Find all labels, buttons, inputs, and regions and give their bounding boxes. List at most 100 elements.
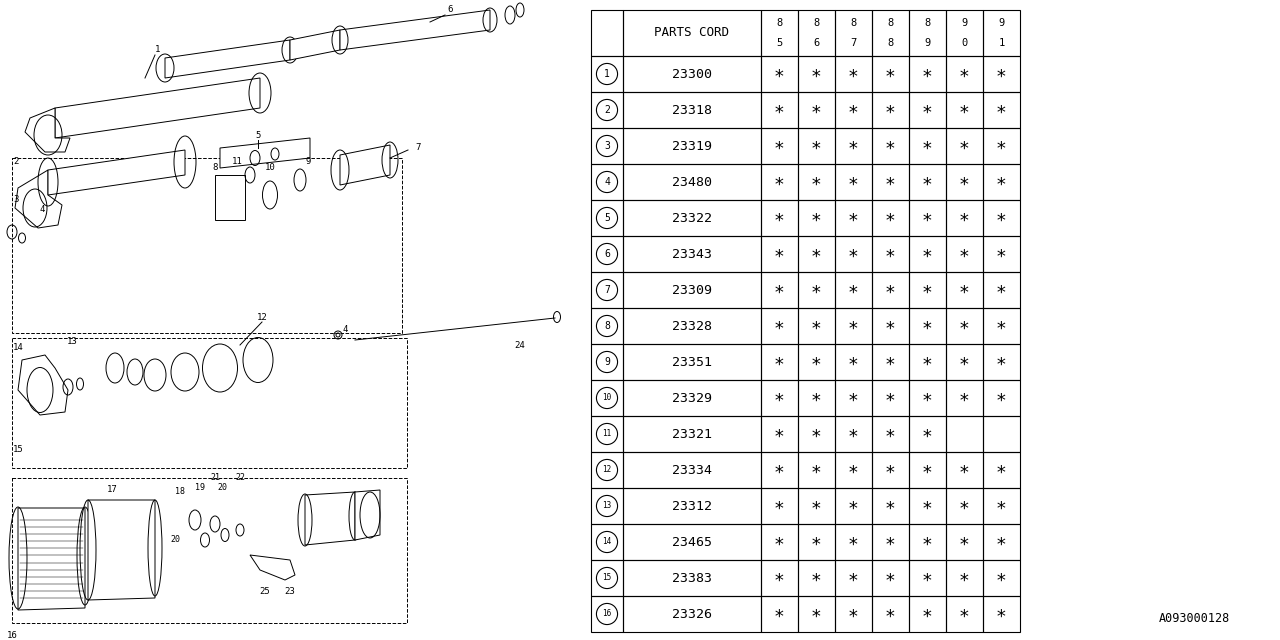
- Text: 4: 4: [342, 326, 348, 335]
- Text: ∗: ∗: [996, 569, 1007, 587]
- Text: ∗: ∗: [812, 281, 822, 299]
- Bar: [762, 128, 797, 164]
- Bar: [946, 560, 983, 596]
- Bar: [835, 128, 872, 164]
- Text: 8: 8: [604, 321, 611, 331]
- Text: 4: 4: [40, 205, 45, 214]
- Text: ∗: ∗: [812, 101, 822, 119]
- Text: ∗: ∗: [774, 497, 785, 515]
- Bar: [591, 596, 623, 632]
- Text: ∗: ∗: [849, 353, 859, 371]
- Text: 23465: 23465: [672, 536, 712, 548]
- Text: ∗: ∗: [849, 533, 859, 551]
- Text: ∗: ∗: [812, 65, 822, 83]
- Text: 18: 18: [175, 488, 186, 497]
- Bar: [623, 596, 762, 632]
- Bar: [623, 344, 762, 380]
- Text: 23383: 23383: [672, 572, 712, 584]
- Text: ∗: ∗: [922, 317, 933, 335]
- Text: 22: 22: [236, 474, 244, 483]
- Bar: [909, 488, 946, 524]
- Bar: [12, 338, 407, 468]
- Text: 8: 8: [887, 18, 893, 28]
- Bar: [872, 164, 909, 200]
- Bar: [909, 308, 946, 344]
- Bar: [623, 92, 762, 128]
- Polygon shape: [355, 490, 380, 540]
- Polygon shape: [26, 108, 70, 152]
- Text: ∗: ∗: [812, 533, 822, 551]
- Text: ∗: ∗: [849, 65, 859, 83]
- Bar: [215, 175, 244, 220]
- Text: 16: 16: [603, 609, 612, 618]
- Bar: [591, 10, 623, 56]
- Bar: [762, 56, 797, 92]
- Text: ∗: ∗: [996, 317, 1007, 335]
- Text: ∗: ∗: [849, 461, 859, 479]
- Bar: [797, 200, 835, 236]
- Text: 11: 11: [603, 429, 612, 438]
- Bar: [983, 452, 1020, 488]
- Bar: [591, 92, 623, 128]
- Bar: [983, 272, 1020, 308]
- Bar: [872, 10, 909, 56]
- Text: ∗: ∗: [849, 173, 859, 191]
- Text: 7: 7: [415, 143, 421, 152]
- Bar: [983, 308, 1020, 344]
- Text: 2: 2: [604, 105, 611, 115]
- Text: ∗: ∗: [922, 101, 933, 119]
- Bar: [762, 10, 797, 56]
- Bar: [983, 128, 1020, 164]
- Text: ∗: ∗: [884, 173, 896, 191]
- Text: ∗: ∗: [849, 209, 859, 227]
- Bar: [797, 416, 835, 452]
- Text: ∗: ∗: [774, 461, 785, 479]
- Bar: [797, 236, 835, 272]
- Text: ∗: ∗: [922, 389, 933, 407]
- Bar: [762, 344, 797, 380]
- Text: 23334: 23334: [672, 463, 712, 477]
- Text: ∗: ∗: [959, 137, 970, 155]
- Text: 7: 7: [604, 285, 611, 295]
- Text: 8: 8: [777, 18, 782, 28]
- Text: ∗: ∗: [774, 353, 785, 371]
- Bar: [623, 272, 762, 308]
- Bar: [591, 128, 623, 164]
- Text: PARTS CORD: PARTS CORD: [654, 26, 730, 40]
- Text: 21: 21: [210, 474, 220, 483]
- Bar: [835, 164, 872, 200]
- Text: ∗: ∗: [996, 137, 1007, 155]
- Bar: [983, 56, 1020, 92]
- Bar: [797, 596, 835, 632]
- Text: ∗: ∗: [812, 605, 822, 623]
- Text: 9: 9: [924, 38, 931, 48]
- Text: ∗: ∗: [884, 65, 896, 83]
- Text: ∗: ∗: [996, 389, 1007, 407]
- Text: ∗: ∗: [922, 425, 933, 443]
- Bar: [983, 236, 1020, 272]
- Polygon shape: [15, 170, 61, 228]
- Text: 3: 3: [604, 141, 611, 151]
- Text: ∗: ∗: [774, 137, 785, 155]
- Text: 8: 8: [813, 18, 819, 28]
- Bar: [909, 272, 946, 308]
- Bar: [591, 308, 623, 344]
- Bar: [835, 200, 872, 236]
- Bar: [835, 380, 872, 416]
- Text: ∗: ∗: [774, 101, 785, 119]
- Bar: [872, 236, 909, 272]
- Bar: [983, 488, 1020, 524]
- Text: ∗: ∗: [996, 605, 1007, 623]
- Text: ∗: ∗: [884, 317, 896, 335]
- Bar: [591, 560, 623, 596]
- Text: ∗: ∗: [996, 173, 1007, 191]
- Polygon shape: [305, 492, 355, 545]
- Text: ∗: ∗: [774, 569, 785, 587]
- Text: ∗: ∗: [959, 605, 970, 623]
- Text: 5: 5: [255, 131, 261, 140]
- Text: 24: 24: [515, 340, 525, 349]
- Bar: [909, 596, 946, 632]
- Bar: [623, 452, 762, 488]
- Text: ∗: ∗: [774, 65, 785, 83]
- Text: 1: 1: [604, 69, 611, 79]
